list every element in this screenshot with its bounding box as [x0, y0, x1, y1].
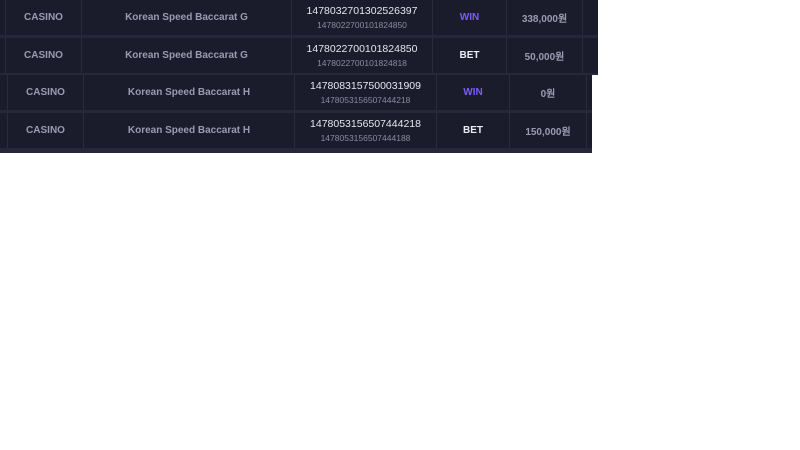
amount-cell: 0원 — [510, 75, 587, 110]
table-row: CASINO Korean Speed Baccarat G 147802270… — [0, 38, 598, 73]
table-row: CASINO Korean Speed Baccarat H 147808315… — [0, 75, 592, 110]
amount-cell: 338,000원 — [507, 0, 583, 35]
reference-id: 1478053156507444218 — [320, 95, 411, 105]
table-row: CASINO Korean Speed Baccarat H 147805315… — [0, 113, 592, 148]
game-cell: Korean Speed Baccarat H — [84, 75, 295, 110]
amount-cell: 50,000원 — [507, 38, 583, 73]
cell-spacer — [0, 38, 6, 73]
transactions-group-1: CASINO Korean Speed Baccarat G 147803270… — [0, 0, 598, 75]
category-cell: CASINO — [6, 38, 82, 73]
id-cell: 1478053156507444218 1478053156507444188 — [295, 113, 437, 148]
category-cell: CASINO — [8, 75, 84, 110]
cell-spacer — [0, 75, 8, 110]
transaction-id: 1478022700101824850 — [306, 43, 418, 55]
cell-spacer — [587, 75, 592, 110]
amount-cell: 150,000원 — [510, 113, 587, 148]
transaction-id: 1478083157500031909 — [310, 80, 421, 92]
cell-spacer — [0, 113, 8, 148]
cell-spacer — [587, 113, 592, 148]
transactions-group-2: CASINO Korean Speed Baccarat H 147808315… — [0, 75, 592, 153]
id-cell: 1478022700101824850 1478022700101824818 — [292, 38, 433, 73]
type-cell: BET — [437, 113, 510, 148]
cell-spacer — [583, 0, 598, 35]
id-cell: 1478032701302526397 1478022700101824850 — [292, 0, 433, 35]
category-cell: CASINO — [8, 113, 84, 148]
reference-id: 1478022700101824818 — [317, 58, 407, 68]
cell-spacer — [583, 38, 598, 73]
type-cell: WIN — [437, 75, 510, 110]
category-cell: CASINO — [6, 0, 82, 35]
transaction-id: 1478032701302526397 — [306, 5, 418, 17]
cell-spacer — [0, 0, 6, 35]
transaction-id: 1478053156507444218 — [310, 118, 421, 130]
type-cell: BET — [433, 38, 507, 73]
game-cell: Korean Speed Baccarat G — [82, 0, 292, 35]
type-cell: WIN — [433, 0, 507, 35]
game-cell: Korean Speed Baccarat H — [84, 113, 295, 148]
id-cell: 1478083157500031909 1478053156507444218 — [295, 75, 437, 110]
reference-id: 1478022700101824850 — [317, 20, 407, 30]
reference-id: 1478053156507444188 — [320, 133, 411, 143]
game-cell: Korean Speed Baccarat G — [82, 38, 292, 73]
table-row: CASINO Korean Speed Baccarat G 147803270… — [0, 0, 598, 35]
